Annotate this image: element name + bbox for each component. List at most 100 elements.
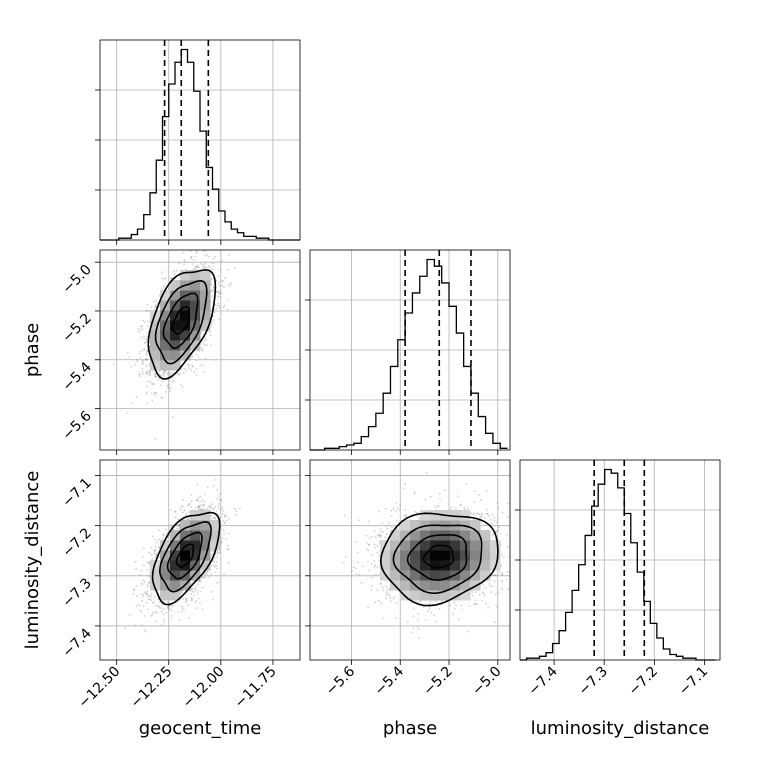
sample-point xyxy=(343,561,345,564)
sample-point xyxy=(481,512,484,515)
sample-point xyxy=(182,608,185,611)
density-cell xyxy=(420,510,431,521)
sample-point xyxy=(412,607,415,610)
sample-point xyxy=(150,553,153,556)
sample-point xyxy=(145,391,148,394)
sample-point xyxy=(163,371,165,373)
sample-point xyxy=(173,380,175,383)
sample-point xyxy=(181,386,184,388)
sample-point xyxy=(374,536,377,539)
sample-point xyxy=(209,505,212,508)
sample-point xyxy=(470,512,473,515)
sample-point xyxy=(183,509,186,512)
density-cell xyxy=(420,580,431,591)
sample-point xyxy=(472,594,474,597)
sample-point xyxy=(135,568,137,570)
sample-point xyxy=(178,372,181,375)
sample-point xyxy=(206,570,209,573)
sample-point xyxy=(140,582,143,584)
sample-point xyxy=(501,573,504,576)
sample-point xyxy=(379,582,382,585)
sample-point xyxy=(514,526,516,528)
sample-point xyxy=(136,360,139,362)
sample-point xyxy=(203,573,206,576)
sample-point xyxy=(147,373,150,376)
sample-point xyxy=(479,499,482,501)
sample-point xyxy=(152,300,155,303)
sample-point xyxy=(475,591,477,593)
sample-point xyxy=(210,278,213,281)
sample-point xyxy=(155,541,158,544)
sample-point xyxy=(376,545,379,547)
density-cell xyxy=(470,570,481,581)
sample-point xyxy=(368,537,371,540)
density-cell xyxy=(490,540,501,551)
sample-point xyxy=(189,256,192,259)
sample-point xyxy=(413,491,416,494)
sample-point xyxy=(177,610,180,613)
sample-point xyxy=(216,556,218,559)
sample-point xyxy=(134,624,136,627)
sample-point xyxy=(168,386,171,389)
sample-point xyxy=(182,498,185,501)
sample-point xyxy=(169,373,172,376)
sample-point xyxy=(141,328,144,331)
sample-point xyxy=(142,579,145,582)
sample-point xyxy=(146,584,149,587)
sample-point xyxy=(146,585,149,588)
contour-line xyxy=(162,292,199,349)
sample-point xyxy=(367,606,369,609)
sample-point xyxy=(208,266,211,269)
sample-point xyxy=(213,508,215,510)
sample-point xyxy=(147,380,150,383)
sample-point xyxy=(213,516,216,519)
contour-line xyxy=(422,544,455,569)
sample-point xyxy=(368,543,370,546)
sample-point xyxy=(171,416,174,419)
sample-point xyxy=(493,621,496,624)
panel-frame xyxy=(99,249,301,451)
sample-point xyxy=(150,599,153,601)
sample-point xyxy=(146,309,149,312)
sample-point xyxy=(227,548,229,551)
sample-point xyxy=(192,263,195,265)
sample-point xyxy=(192,259,195,261)
density-cell xyxy=(480,570,491,581)
sample-point xyxy=(497,529,500,532)
y-axis-label-phase: phase xyxy=(22,323,43,377)
sample-point xyxy=(367,549,370,552)
density-cell xyxy=(470,560,481,571)
sample-point xyxy=(160,624,163,627)
sample-point xyxy=(228,517,230,520)
sample-point xyxy=(153,373,156,375)
sample-point xyxy=(532,537,534,539)
sample-point xyxy=(226,299,229,302)
sample-point xyxy=(151,601,154,604)
sample-point xyxy=(189,503,192,505)
x-tick-label: −12.00 xyxy=(180,664,228,712)
sample-point xyxy=(491,574,494,577)
sample-point xyxy=(371,554,374,557)
density-cell xyxy=(460,570,471,581)
sample-point xyxy=(202,234,204,236)
sample-point xyxy=(443,489,446,492)
sample-point xyxy=(216,582,219,585)
sample-point xyxy=(164,370,167,372)
sample-point xyxy=(230,282,233,285)
sample-point xyxy=(501,554,503,556)
sample-point xyxy=(202,508,205,511)
sample-point xyxy=(501,511,504,514)
sample-point xyxy=(138,604,141,607)
sample-point xyxy=(153,550,156,553)
sample-point xyxy=(142,564,145,567)
sample-point xyxy=(177,518,180,521)
sample-point xyxy=(162,537,164,540)
sample-point xyxy=(216,488,219,491)
sample-point xyxy=(217,304,219,307)
sample-point xyxy=(141,325,143,327)
sample-point xyxy=(144,341,147,344)
sample-point xyxy=(485,489,488,492)
sample-point xyxy=(438,492,441,495)
sample-point xyxy=(493,574,496,576)
sample-point xyxy=(343,514,346,517)
